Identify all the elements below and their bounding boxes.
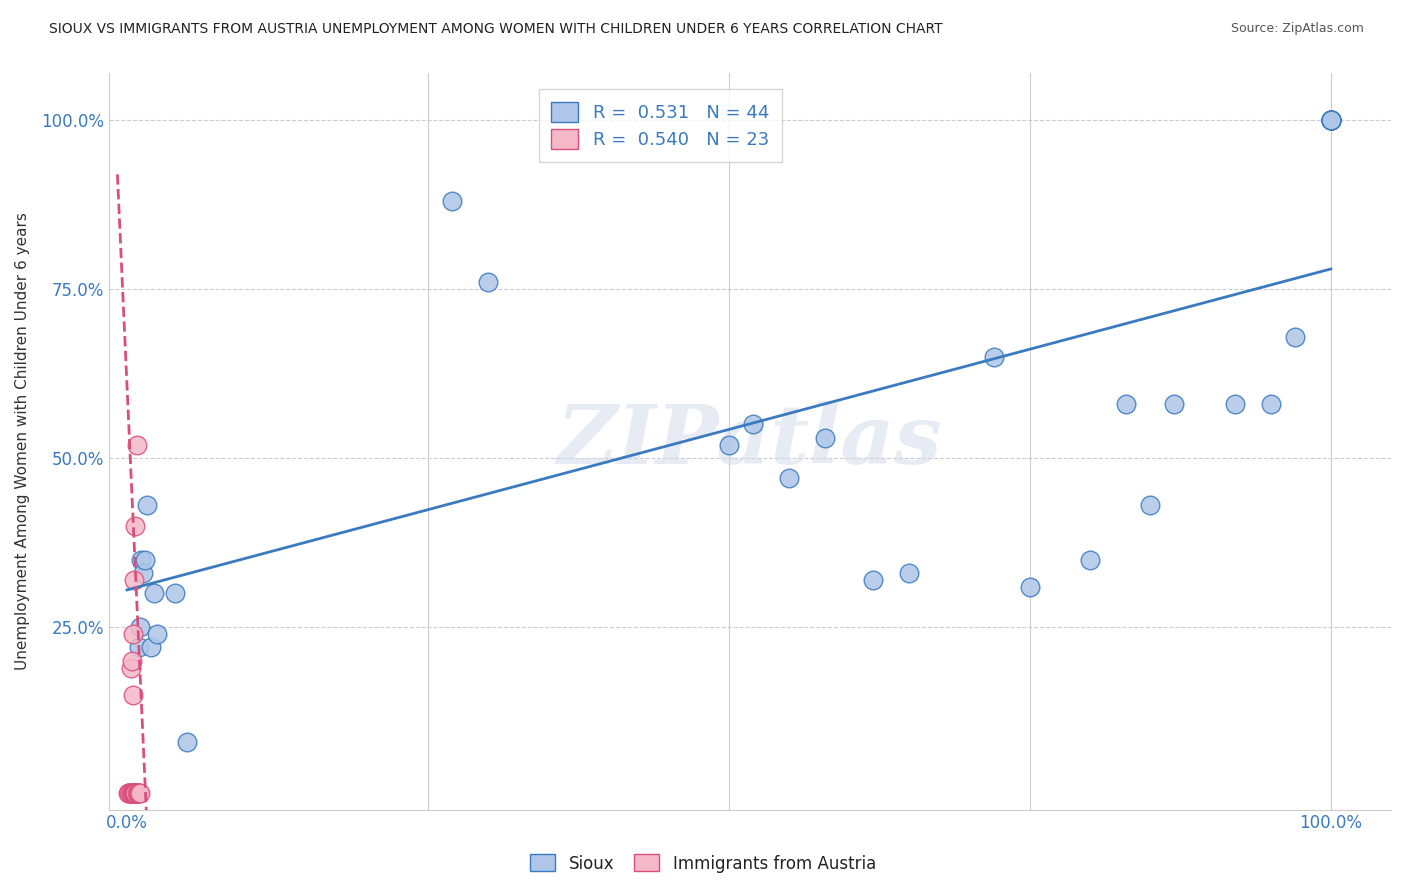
Text: ZIPatlas: ZIPatlas — [557, 401, 943, 482]
Point — [122, 786, 145, 800]
Point — [121, 786, 143, 800]
Point — [1284, 329, 1306, 343]
Point — [176, 735, 198, 749]
Point — [1320, 113, 1343, 128]
Point — [717, 437, 740, 451]
Point — [1320, 113, 1343, 128]
Point — [118, 786, 141, 800]
Point — [814, 431, 837, 445]
Point — [120, 786, 142, 800]
Text: Source: ZipAtlas.com: Source: ZipAtlas.com — [1230, 22, 1364, 36]
Point — [122, 627, 145, 641]
Point — [124, 786, 146, 800]
Text: SIOUX VS IMMIGRANTS FROM AUSTRIA UNEMPLOYMENT AMONG WOMEN WITH CHILDREN UNDER 6 : SIOUX VS IMMIGRANTS FROM AUSTRIA UNEMPLO… — [49, 22, 943, 37]
Point — [1320, 113, 1343, 128]
Point — [125, 786, 148, 800]
Point — [139, 640, 162, 655]
Point — [121, 654, 143, 668]
Point — [1320, 113, 1343, 128]
Point — [1078, 552, 1101, 566]
Point — [125, 786, 148, 800]
Point — [122, 786, 145, 800]
Point — [122, 786, 145, 800]
Point — [742, 417, 765, 432]
Point — [118, 786, 141, 800]
Point — [1018, 580, 1040, 594]
Point — [1163, 397, 1185, 411]
Y-axis label: Unemployment Among Women with Children Under 6 years: Unemployment Among Women with Children U… — [15, 212, 30, 670]
Point — [898, 566, 921, 580]
Point — [1223, 397, 1246, 411]
Point — [124, 518, 146, 533]
Point — [124, 786, 146, 800]
Point — [983, 350, 1005, 364]
Point — [862, 573, 884, 587]
Point — [120, 786, 142, 800]
Point — [1139, 499, 1161, 513]
Point — [124, 786, 146, 800]
Point — [1320, 113, 1343, 128]
Point — [134, 552, 156, 566]
Point — [128, 786, 150, 800]
Point — [128, 640, 150, 655]
Point — [142, 586, 165, 600]
Point — [129, 620, 152, 634]
Point — [125, 437, 148, 451]
Point — [120, 786, 142, 800]
Point — [129, 786, 152, 800]
Point — [120, 660, 142, 674]
Point — [122, 786, 145, 800]
Point — [131, 566, 153, 580]
Point — [117, 786, 139, 800]
Point — [131, 552, 153, 566]
Point — [122, 786, 145, 800]
Legend: R =  0.531   N = 44, R =  0.540   N = 23: R = 0.531 N = 44, R = 0.540 N = 23 — [538, 89, 782, 161]
Point — [1320, 113, 1343, 128]
Point — [121, 786, 143, 800]
Point — [125, 786, 148, 800]
Point — [1115, 397, 1137, 411]
Point — [1320, 113, 1343, 128]
Point — [146, 627, 169, 641]
Point — [122, 573, 145, 587]
Point — [122, 688, 145, 702]
Point — [441, 194, 464, 209]
Point — [1260, 397, 1282, 411]
Point — [165, 586, 187, 600]
Legend: Sioux, Immigrants from Austria: Sioux, Immigrants from Austria — [523, 847, 883, 880]
Point — [778, 471, 800, 485]
Point — [122, 786, 145, 800]
Point — [127, 786, 149, 800]
Point — [127, 786, 149, 800]
Point — [1320, 113, 1343, 128]
Point — [477, 276, 499, 290]
Point — [136, 499, 159, 513]
